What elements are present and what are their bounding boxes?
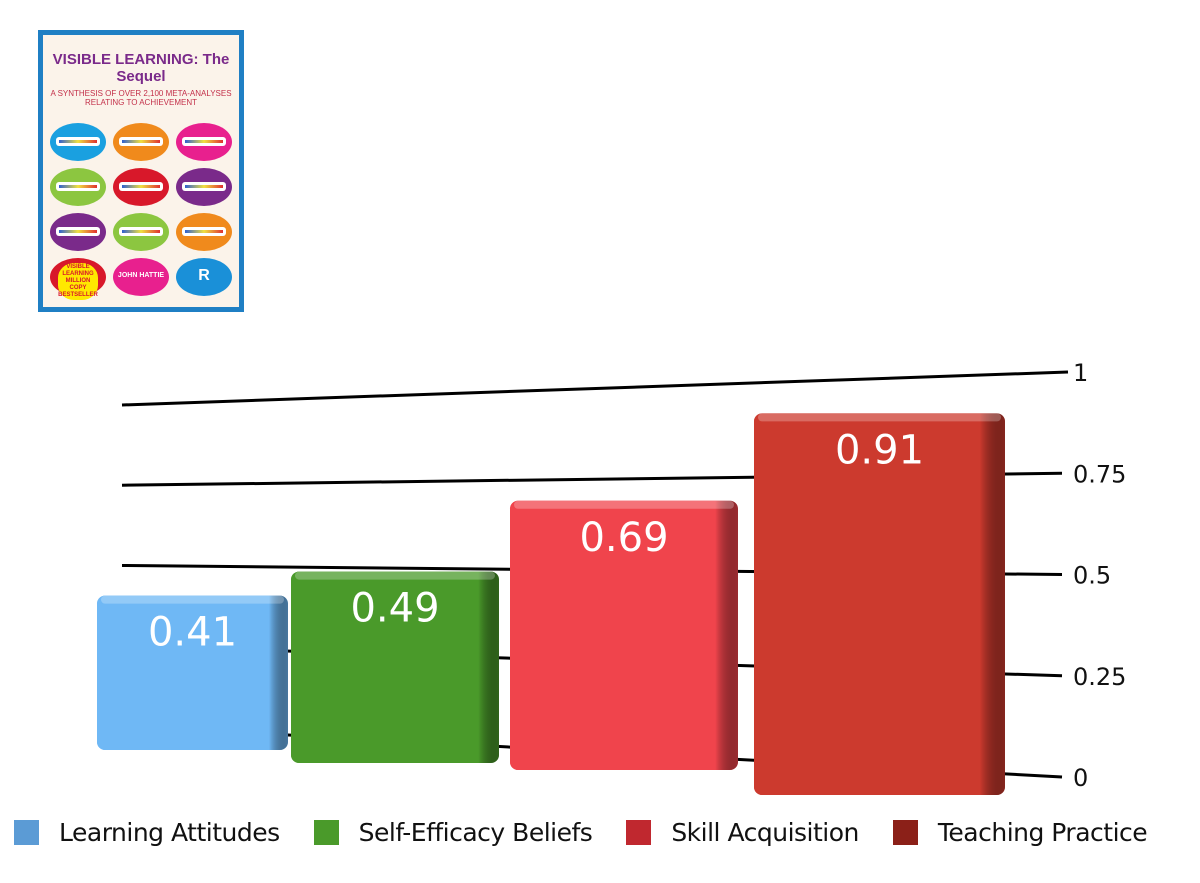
legend-item: Self-Efficacy Beliefs [313, 818, 593, 847]
data-label: 0.69 [579, 515, 668, 561]
cover-gauge-oval [50, 213, 106, 251]
bar-top [101, 595, 284, 604]
cover-title: VISIBLE LEARNING: The Sequel [52, 51, 230, 85]
legend-item: Teaching Practice [892, 818, 1148, 847]
cover-publisher-logo: R [198, 267, 210, 284]
bar-shading [754, 413, 1005, 795]
data-label: 0.91 [835, 427, 924, 473]
gridline [121, 370, 1069, 407]
bar-shading [97, 595, 288, 750]
bar-top [514, 500, 734, 509]
y-tick-label: 0.75 [1073, 460, 1126, 488]
cover-gauge-oval [176, 168, 232, 206]
cover-gauge-oval [113, 213, 169, 251]
bar-shading [291, 571, 499, 763]
legend-label: Teaching Practice [937, 818, 1148, 847]
legend-item: Learning Attitudes [14, 818, 280, 847]
cover-gauge-oval [50, 123, 106, 161]
cover-gauge-oval [176, 213, 232, 251]
cover-publisher-oval: R [176, 258, 232, 296]
cover-author: JOHN HATTIE [117, 272, 165, 279]
legend-label: Learning Attitudes [59, 818, 280, 847]
cover-gauge-oval [176, 123, 232, 161]
y-tick-label: 0.5 [1073, 562, 1111, 590]
cover-gauge-oval [113, 123, 169, 161]
legend: Learning Attitudes Self-Efficacy Beliefs S… [14, 818, 1200, 847]
cover-badge-oval: VISIBLE LEARNING MILLION COPY BESTSELLER [50, 258, 106, 300]
cover-subtitle: A SYNTHESIS OF OVER 2,100 META-ANALYSES … [50, 89, 232, 107]
y-tick-label: 0.25 [1073, 663, 1126, 691]
legend-swatch [14, 820, 39, 845]
legend-swatch [892, 820, 918, 845]
bar-top [295, 571, 495, 580]
cover-gauge-oval [50, 168, 106, 206]
cover-badge: VISIBLE LEARNING MILLION COPY BESTSELLER [58, 263, 98, 300]
y-tick-label: 0 [1073, 764, 1088, 792]
y-tick-label: 1 [1073, 359, 1088, 387]
cover-author-oval: JOHN HATTIE [113, 258, 169, 296]
data-label: 0.41 [148, 610, 237, 656]
legend-item: Skill Acquisition [626, 818, 859, 847]
legend-label: Skill Acquisition [671, 818, 859, 847]
legend-swatch [626, 820, 652, 845]
bar-shading [510, 500, 738, 770]
data-label: 0.49 [350, 586, 439, 632]
book-cover: VISIBLE LEARNING: The Sequel A SYNTHESIS… [38, 30, 244, 312]
cover-gauge-oval [113, 168, 169, 206]
bar-top [758, 413, 1001, 422]
legend-label: Self-Efficacy Beliefs [358, 818, 593, 847]
legend-swatch [313, 820, 339, 845]
